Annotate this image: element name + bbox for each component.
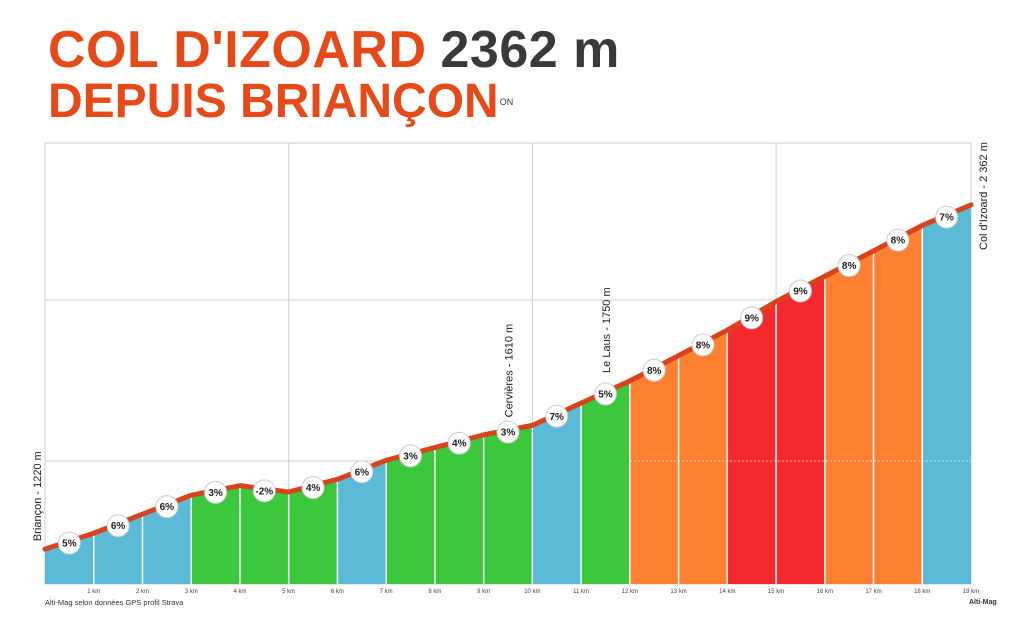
waypoint-label: Le Laus - 1750 m	[601, 287, 613, 373]
waypoint-labels: Briançon - 1220 m Cervières - 1610 m Le La…	[32, 142, 990, 541]
grade-badge	[252, 479, 276, 503]
grade-label: 6%	[111, 521, 126, 532]
segment-bar	[191, 485, 240, 584]
grade-badge	[106, 514, 130, 538]
x-tick-label: 14 km	[719, 589, 735, 595]
grade-badge	[399, 444, 423, 468]
x-tick-label: 13 km	[670, 589, 686, 595]
segment-bars	[45, 204, 971, 585]
grade-label: 9%	[793, 286, 808, 297]
waypoint-label: Cervières - 1610 m	[503, 324, 515, 418]
source-note: Alti-Mag selon données GPS profil Strava	[45, 598, 184, 607]
grade-badge	[496, 420, 520, 444]
chart-title: COL D'IZOARD 2362 m	[48, 22, 620, 78]
segment-bar	[678, 330, 728, 584]
grade-label: 3%	[501, 428, 516, 439]
grade-badge	[350, 460, 374, 484]
segment-bar	[142, 495, 192, 584]
grade-badge	[740, 306, 764, 330]
col-name: COL D'IZOARD	[48, 21, 427, 79]
x-tick-label: 18 km	[914, 589, 930, 595]
grade-label: 6%	[160, 502, 175, 513]
segment-bar	[824, 250, 874, 585]
subtitle-suffix: ON	[499, 97, 514, 107]
grade-badge	[204, 480, 228, 504]
segment-bar	[873, 225, 923, 585]
subtitle-text: DEPUIS BRIANÇON	[48, 75, 499, 128]
segment-bar	[386, 447, 435, 584]
segment-bar	[532, 403, 582, 584]
x-tick-label: 6 km	[331, 589, 344, 595]
segment-bar	[922, 204, 971, 584]
grade-label: 6%	[355, 467, 370, 478]
segment-bar	[629, 355, 679, 584]
segment-bar	[288, 479, 338, 584]
grade-label: 8%	[647, 366, 662, 377]
grade-label: 9%	[744, 313, 759, 324]
x-tick-label: 5 km	[282, 589, 295, 595]
x-tick-label: 4 km	[233, 589, 246, 595]
segment-bar	[727, 301, 777, 584]
grade-label: 3%	[403, 451, 418, 462]
grade-label: 4%	[306, 483, 321, 494]
segment-bar	[93, 514, 143, 584]
x-tick-label: 2 km	[136, 589, 149, 595]
grade-label: 5%	[598, 390, 613, 401]
x-tick-label: 12 km	[622, 589, 638, 595]
chart-subtitle: DEPUIS BRIANÇONON	[48, 76, 513, 128]
x-tick-label: 1 km	[87, 589, 100, 595]
grade-label: 8%	[696, 340, 711, 351]
grade-label: 7%	[550, 412, 565, 423]
x-tick-label: 7 km	[380, 589, 393, 595]
x-tick-labels: 1 km 2 km 3 km 4 km 5 km 6 km 7 km 8 km 9 km 10 k…	[87, 589, 979, 595]
grade-badge	[935, 205, 959, 229]
grade-badge	[593, 382, 617, 406]
grade-label: 3%	[208, 488, 223, 499]
x-tick-label: 9 km	[477, 589, 490, 595]
grade-label: -2%	[255, 486, 273, 497]
x-tick-label: 15 km	[768, 589, 784, 595]
grade-badge	[691, 333, 715, 357]
brand-label: Alti-Mag	[969, 599, 997, 606]
grade-badge	[155, 495, 179, 519]
grade-badge	[545, 404, 569, 428]
grade-badge	[301, 476, 325, 500]
grade-label: 8%	[842, 261, 857, 272]
x-tick-label: 3 km	[185, 589, 198, 595]
segment-bar	[239, 485, 289, 584]
grade-badge	[447, 431, 471, 455]
segment-bar	[483, 425, 533, 584]
waypoint-label: Briançon - 1220 m	[32, 451, 44, 541]
x-tick-label: 16 km	[817, 589, 833, 595]
waypoint-label: Col d'Izoard - 2 362 m	[978, 142, 990, 250]
grade-label: 4%	[452, 439, 467, 450]
x-tick-label: 11 km	[573, 589, 589, 595]
segment-bar	[776, 276, 825, 584]
grade-label: 7%	[939, 213, 954, 224]
grade-label: 5%	[62, 539, 77, 550]
x-tick-label: 10 km	[524, 589, 540, 595]
grade-badge	[788, 279, 812, 303]
grade-labels: 5% 6% 6% 3% -2% 4% 6% 3% 4% 3% 7% 5% 8% 8% 9% 9% 8% 8% 7%	[57, 205, 959, 555]
x-tick-label: 19 km	[963, 589, 979, 595]
grade-badge	[642, 358, 666, 382]
x-tick-label: 8 km	[428, 589, 441, 595]
segment-bar	[434, 434, 484, 584]
segment-bar	[581, 380, 630, 584]
grade-badge	[57, 531, 81, 555]
grade-badge	[886, 228, 910, 252]
grade-label: 8%	[891, 236, 906, 247]
col-altitude: 2362 m	[440, 21, 620, 79]
x-tick-label: 17 km	[865, 589, 881, 595]
grade-badge	[837, 254, 861, 278]
segment-bar	[337, 460, 387, 584]
